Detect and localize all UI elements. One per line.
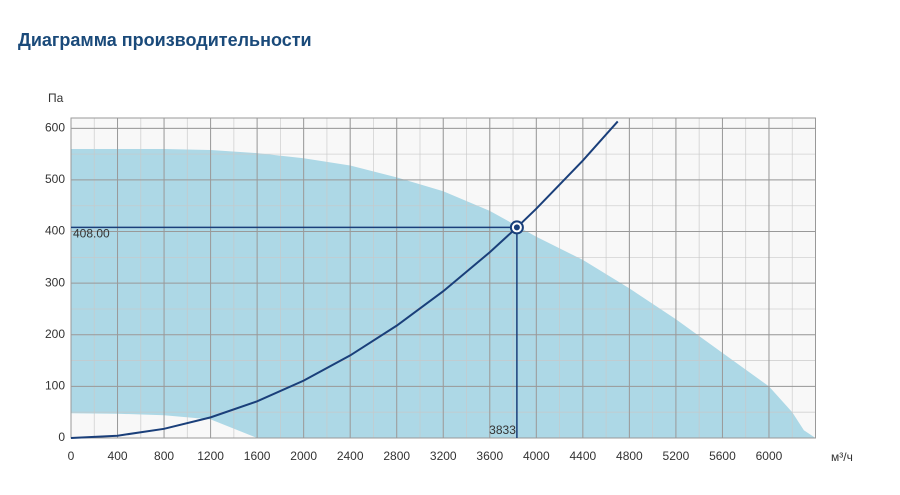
- system-curve: [70, 120, 619, 439]
- y-tick-label: 400: [45, 224, 65, 238]
- x-tick-label: 1600: [244, 449, 271, 463]
- x-tick-label: 2800: [383, 449, 410, 463]
- x-tick-label: 4000: [523, 449, 550, 463]
- y-tick-label: 100: [45, 379, 65, 393]
- y-tick-label: 500: [45, 172, 65, 186]
- x-tick-label: 6000: [756, 449, 783, 463]
- y-axis-label: Па: [48, 91, 64, 105]
- x-axis-label: м³/ч: [831, 450, 853, 464]
- x-tick-label: 2400: [337, 449, 364, 463]
- plot-border: [70, 117, 816, 439]
- operating-y-label: 408.00: [73, 227, 110, 241]
- y-tick-label: 200: [45, 327, 65, 341]
- y-tick-label: 300: [45, 275, 65, 289]
- y-tick-label: 0: [58, 430, 65, 444]
- x-tick-label: 3600: [476, 449, 503, 463]
- operating-point: [513, 224, 520, 231]
- x-tick-label: 800: [154, 449, 174, 463]
- operating-x-label: 3833: [489, 423, 516, 437]
- x-tick-label: 5600: [709, 449, 736, 463]
- x-tick-label: 0: [68, 449, 75, 463]
- chart-title: Диаграмма производительности: [18, 30, 312, 50]
- y-tick-label: 600: [45, 120, 65, 134]
- x-tick-label: 2000: [290, 449, 317, 463]
- x-tick-label: 1200: [197, 449, 224, 463]
- x-tick-label: 4400: [569, 449, 596, 463]
- x-tick-label: 5200: [663, 449, 690, 463]
- x-tick-label: 3200: [430, 449, 457, 463]
- x-tick-label: 4800: [616, 449, 643, 463]
- x-tick-label: 400: [108, 449, 128, 463]
